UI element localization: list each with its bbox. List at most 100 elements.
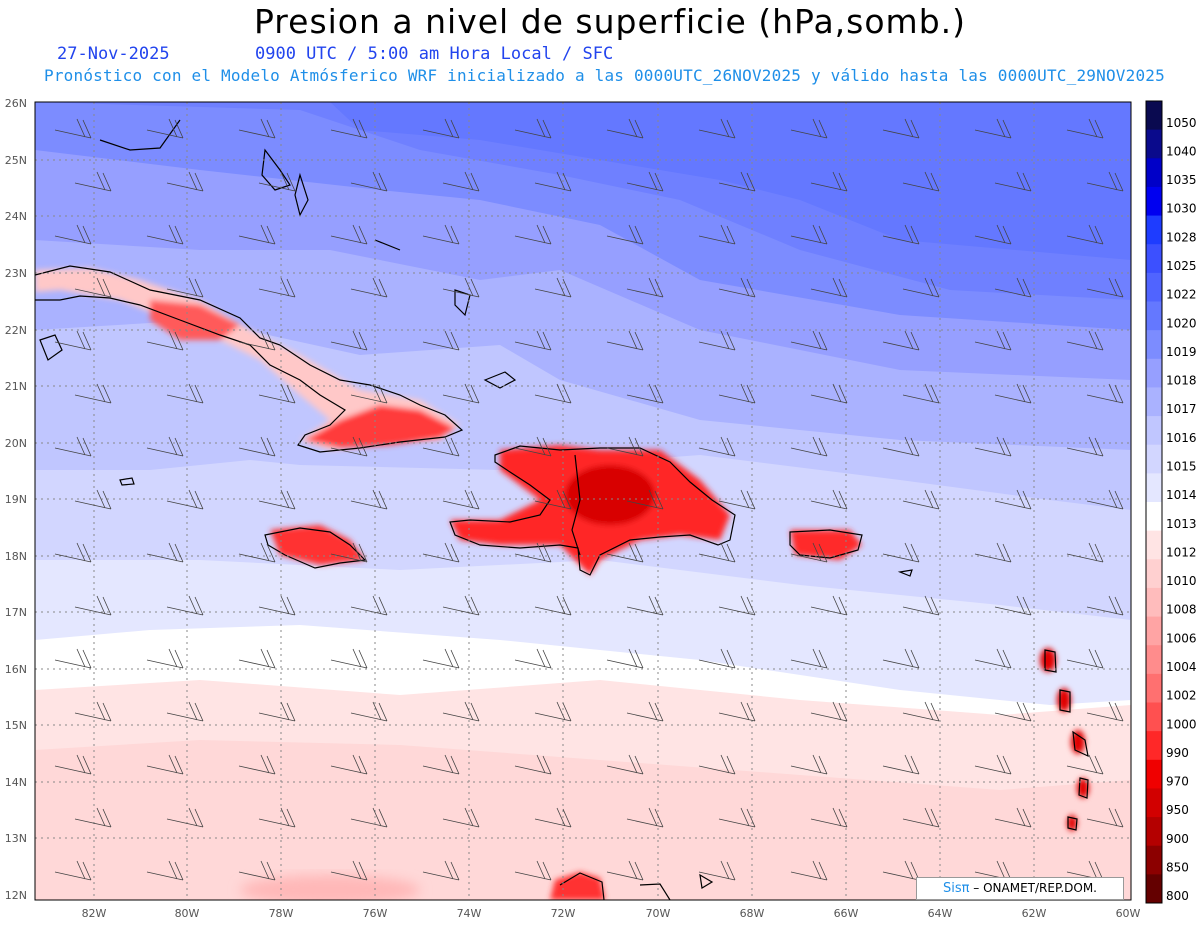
colorbar-label: 950 bbox=[1166, 803, 1189, 817]
wind-barb bbox=[238, 118, 276, 139]
wind-barb bbox=[350, 595, 388, 616]
wind-barb bbox=[166, 701, 204, 722]
colorbar-label: 970 bbox=[1166, 775, 1189, 789]
lon-label: 68W bbox=[740, 907, 765, 920]
wind-barb bbox=[698, 754, 736, 775]
wind-barb bbox=[698, 118, 736, 139]
colorbar-label: 1030 bbox=[1166, 202, 1197, 216]
wind-barb bbox=[718, 171, 756, 192]
colorbar-swatch bbox=[1146, 788, 1162, 818]
wind-barb bbox=[238, 648, 276, 669]
wind-barb bbox=[1066, 436, 1104, 457]
wind-barb bbox=[422, 542, 460, 563]
wind-barb bbox=[718, 277, 756, 298]
wind-barb bbox=[238, 330, 276, 351]
wind-barb bbox=[166, 807, 204, 828]
wind-barb bbox=[534, 277, 572, 298]
wind-barb bbox=[1086, 595, 1124, 616]
colorbar-swatch bbox=[1146, 731, 1162, 761]
wind-barb bbox=[810, 277, 848, 298]
colorbar-swatch bbox=[1146, 817, 1162, 847]
colorbar-swatch bbox=[1146, 502, 1162, 532]
colorbar-label: 990 bbox=[1166, 746, 1189, 760]
lat-label: 19N bbox=[5, 493, 27, 506]
wind-barb bbox=[422, 118, 460, 139]
wind-barb bbox=[258, 807, 296, 828]
wind-barb bbox=[902, 701, 940, 722]
wind-barb bbox=[1086, 701, 1124, 722]
wind-barb bbox=[54, 860, 92, 881]
wind-barb bbox=[514, 754, 552, 775]
wind-barb bbox=[350, 807, 388, 828]
colorbar-swatch bbox=[1146, 702, 1162, 732]
wind-barb bbox=[698, 860, 736, 881]
wind-barb bbox=[74, 383, 112, 404]
wind-barb bbox=[902, 595, 940, 616]
credit-text: – ONAMET/REP.DOM. bbox=[973, 881, 1097, 895]
colorbar-label: 1008 bbox=[1166, 603, 1197, 617]
colorbar-label: 1025 bbox=[1166, 259, 1197, 273]
wind-barb bbox=[422, 436, 460, 457]
colorbar-label: 1013 bbox=[1166, 517, 1197, 531]
wind-barb bbox=[238, 542, 276, 563]
wind-barb bbox=[534, 171, 572, 192]
wind-barb bbox=[1086, 383, 1124, 404]
wind-barb bbox=[974, 224, 1012, 245]
colorbar-swatch bbox=[1146, 645, 1162, 675]
band-1011 bbox=[35, 740, 1131, 900]
colorbar-swatch bbox=[1146, 759, 1162, 789]
lat-label: 25N bbox=[5, 154, 27, 167]
colorbar-swatch bbox=[1146, 387, 1162, 417]
wind-barb bbox=[74, 489, 112, 510]
colorbar-label: 1050 bbox=[1166, 116, 1197, 130]
wind-barb bbox=[146, 330, 184, 351]
wind-barb bbox=[442, 383, 480, 404]
wind-barb bbox=[258, 489, 296, 510]
colorbar-swatch bbox=[1146, 587, 1162, 618]
wind-barb bbox=[606, 648, 644, 669]
wind-barb bbox=[1066, 224, 1104, 245]
colorbar-swatch bbox=[1146, 444, 1162, 474]
wind-barb bbox=[718, 807, 756, 828]
wind-barb bbox=[422, 754, 460, 775]
wind-barb bbox=[718, 701, 756, 722]
valid-date: 27-Nov-2025 bbox=[57, 44, 170, 64]
wind-barb bbox=[330, 860, 368, 881]
wind-barb bbox=[442, 807, 480, 828]
lat-label: 26N bbox=[5, 97, 27, 110]
wind-barb bbox=[54, 118, 92, 139]
wind-barb bbox=[514, 542, 552, 563]
colorbar-swatch bbox=[1146, 186, 1162, 217]
wind-barb bbox=[882, 754, 920, 775]
wind-barb bbox=[422, 224, 460, 245]
wind-barb bbox=[790, 648, 828, 669]
lat-label: 12N bbox=[5, 889, 27, 902]
valid-time: 0900 UTC / 5:00 am Hora Local / SFC bbox=[255, 44, 614, 64]
wind-barb bbox=[534, 701, 572, 722]
wind-barb bbox=[166, 489, 204, 510]
colorbar-label: 1017 bbox=[1166, 402, 1197, 416]
wind-barb bbox=[698, 330, 736, 351]
colorbar-label: 1012 bbox=[1166, 545, 1197, 559]
wind-barb bbox=[606, 118, 644, 139]
wind-barb bbox=[442, 595, 480, 616]
colorbar-label: 1019 bbox=[1166, 345, 1197, 359]
wind-barb bbox=[810, 595, 848, 616]
wind-barb bbox=[606, 860, 644, 881]
credit-box: Sisπ – ONAMET/REP.DOM. bbox=[916, 877, 1124, 900]
lat-label: 20N bbox=[5, 437, 27, 450]
wind-barb bbox=[1086, 489, 1124, 510]
colorbar-label: 1000 bbox=[1166, 717, 1197, 731]
colorbar-label: 1006 bbox=[1166, 631, 1197, 645]
wind-barb bbox=[882, 118, 920, 139]
colorbar-frame bbox=[1145, 100, 1163, 904]
wind-barb bbox=[258, 383, 296, 404]
lat-label: 17N bbox=[5, 606, 27, 619]
wind-barb bbox=[974, 542, 1012, 563]
wind-barb bbox=[606, 542, 644, 563]
wind-barb bbox=[330, 224, 368, 245]
lat-label: 15N bbox=[5, 719, 27, 732]
colorbar-swatch bbox=[1146, 244, 1162, 274]
wind-barb bbox=[606, 754, 644, 775]
band-1021 bbox=[330, 102, 1131, 260]
